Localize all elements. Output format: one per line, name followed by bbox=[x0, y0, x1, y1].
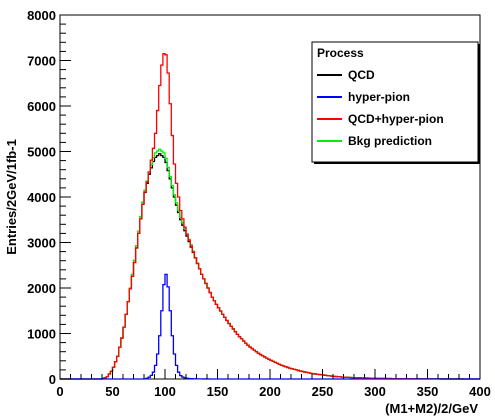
x-tick-label: 150 bbox=[207, 384, 229, 399]
legend-entry: hyper-pion bbox=[348, 90, 410, 104]
x-axis-title: (M1+M2)/2/GeV bbox=[385, 401, 478, 416]
y-tick-label: 4000 bbox=[27, 190, 56, 205]
legend-title: Process bbox=[317, 46, 364, 60]
x-tick-label: 100 bbox=[154, 384, 176, 399]
y-tick-label: 7000 bbox=[27, 54, 56, 69]
x-tick-label: 50 bbox=[105, 384, 119, 399]
x-tick-label: 200 bbox=[259, 384, 281, 399]
legend-entry: Bkg prediction bbox=[348, 134, 432, 148]
x-tick-label: 250 bbox=[312, 384, 334, 399]
y-tick-label: 1000 bbox=[27, 327, 56, 342]
x-tick-label: 350 bbox=[417, 384, 439, 399]
legend: Process QCD hyper-pion QCD+hyper-pion Bkg pr… bbox=[311, 41, 480, 164]
axes-layer: 0 50 100 150 200 250 300 350 4000100020003000400… bbox=[27, 8, 491, 399]
y-axis-title: Entries/2GeV/1fb-1 bbox=[4, 139, 19, 255]
y-tick-label: 5000 bbox=[27, 145, 56, 160]
y-tick-label: 2000 bbox=[27, 281, 56, 296]
legend-entry: QCD bbox=[348, 68, 375, 82]
y-tick-label: 0 bbox=[49, 372, 56, 387]
x-tick-label: 300 bbox=[364, 384, 386, 399]
y-tick-label: 6000 bbox=[27, 99, 56, 114]
legend-entry: QCD+hyper-pion bbox=[348, 112, 444, 126]
series-layer bbox=[60, 53, 480, 380]
x-tick-label: 400 bbox=[469, 384, 491, 399]
y-tick-label: 8000 bbox=[27, 8, 56, 23]
x-tick-label: 0 bbox=[56, 384, 63, 399]
y-tick-label: 3000 bbox=[27, 236, 56, 251]
series-line-hyper-pion bbox=[60, 273, 480, 380]
